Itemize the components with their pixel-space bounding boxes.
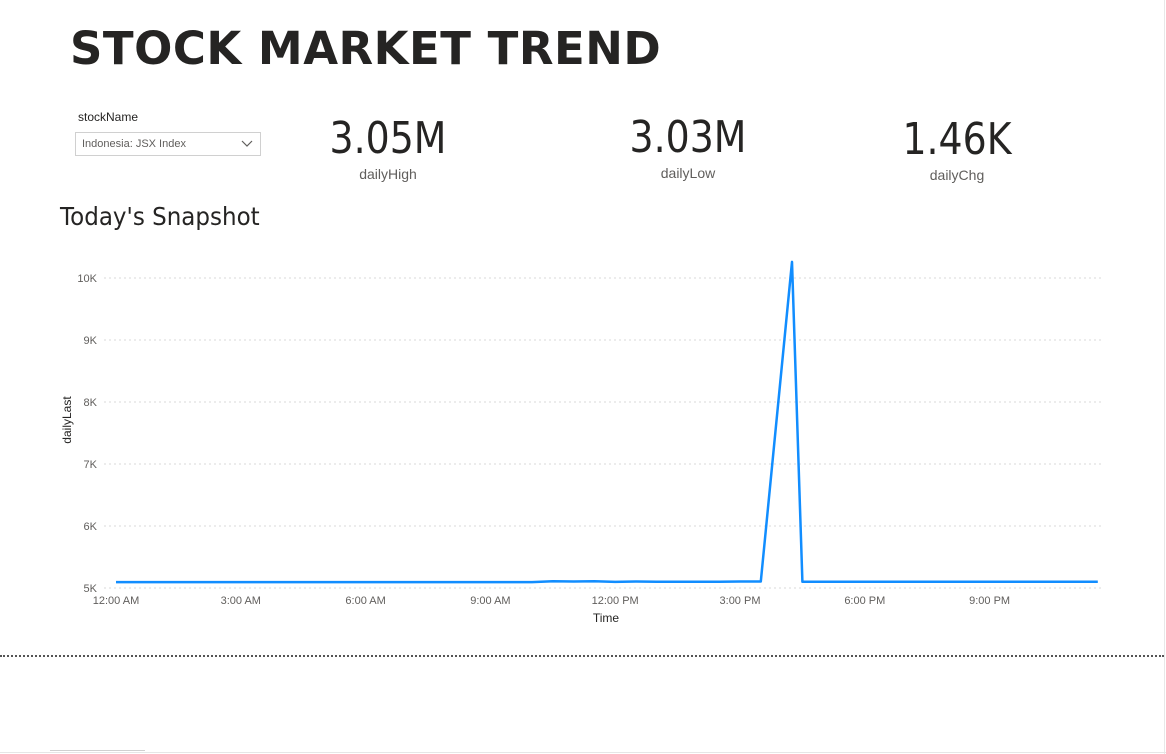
- chevron-down-icon[interactable]: [241, 137, 253, 149]
- y-axis-ticks: 5K 6K 7K 8K 9K 10K: [77, 273, 97, 595]
- bottom-border: [0, 752, 1166, 753]
- y-axis-label: dailyLast: [60, 396, 74, 444]
- x-tick-label: 6:00 AM: [345, 595, 385, 607]
- card-daily-chg: 1.46K dailyChg: [847, 114, 1067, 184]
- y-tick-label: 8K: [84, 397, 98, 409]
- card-daily-high: 3.05M dailyHigh: [278, 113, 498, 183]
- x-tick-label: 12:00 AM: [93, 595, 139, 607]
- chart-series: [116, 260, 1098, 584]
- y-tick-label: 5K: [84, 583, 98, 595]
- y-tick-label: 10K: [77, 273, 97, 285]
- x-tick-label: 9:00 AM: [470, 595, 510, 607]
- section-title: Today's Snapshot: [60, 202, 260, 231]
- card-value: 1.46K: [902, 114, 1012, 165]
- slicer-selected-value: Indonesia: JSX Index: [82, 138, 186, 150]
- y-tick-label: 6K: [84, 521, 98, 533]
- card-label: dailyChg: [929, 167, 985, 183]
- x-axis-ticks: 12:00 AM 3:00 AM 6:00 AM 9:00 AM 12:00 PM 3:0…: [93, 595, 1010, 607]
- page-title: STOCK MARKET TREND: [70, 22, 662, 75]
- slicer-label: stockName: [78, 110, 139, 124]
- page-edge: [1164, 0, 1165, 754]
- line-chart[interactable]: 5K 6K 7K 8K 9K 10K 12:00 AM 3:00 AM 6:00 AM 9:00…: [0, 0, 1166, 640]
- card-daily-low: 3.03M dailyLow: [578, 112, 798, 182]
- y-tick-label: 9K: [84, 335, 98, 347]
- card-value: 3.05M: [329, 113, 447, 164]
- x-axis-label: Time: [593, 611, 620, 625]
- x-tick-label: 6:00 PM: [844, 595, 885, 607]
- x-tick-label: 12:00 PM: [592, 595, 639, 607]
- series-line-dailylast[interactable]: [116, 260, 1098, 584]
- page-separator: [0, 655, 1164, 657]
- stock-name-dropdown[interactable]: Indonesia: JSX Index: [75, 132, 261, 156]
- x-tick-label: 3:00 AM: [221, 595, 261, 607]
- x-tick-label: 3:00 PM: [720, 595, 761, 607]
- chart-grid: [104, 277, 1102, 589]
- x-tick-label: 9:00 PM: [969, 595, 1010, 607]
- card-value: 3.03M: [629, 112, 747, 163]
- card-label: dailyHigh: [359, 166, 417, 182]
- page-tab[interactable]: [50, 750, 145, 754]
- card-label: dailyLow: [660, 165, 716, 181]
- y-tick-label: 7K: [84, 459, 98, 471]
